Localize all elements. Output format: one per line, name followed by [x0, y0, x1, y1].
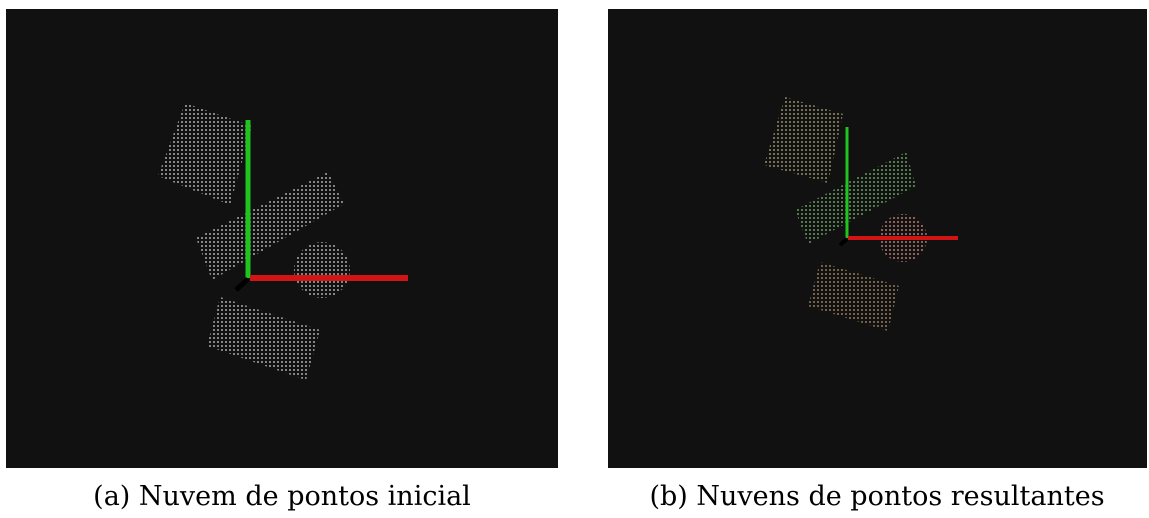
- panel-b: [608, 9, 1147, 468]
- panel-a: [6, 9, 558, 468]
- caption: (a) Nuvem de pontos inicial: [93, 481, 471, 512]
- caption: (b) Nuvens de pontos resultantes: [649, 481, 1104, 512]
- figure: (a) Nuvem de pontos inicial (b) Nuvens d…: [0, 0, 1149, 518]
